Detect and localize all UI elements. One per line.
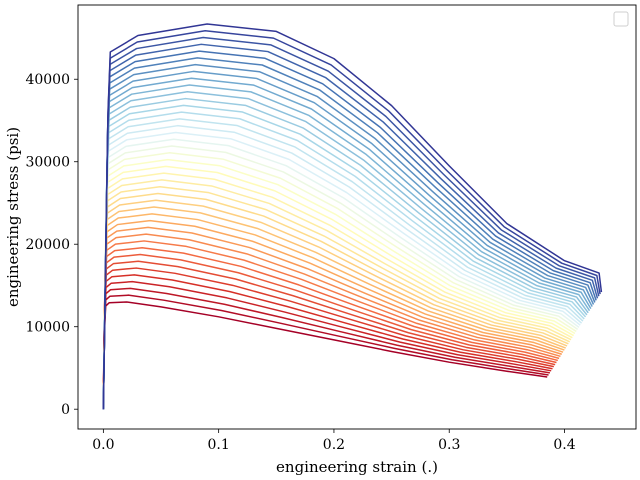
- x-axis-label: engineering strain (.): [276, 458, 438, 476]
- series-line-29: [102, 111, 585, 410]
- x-tick-label: 0.1: [208, 437, 230, 453]
- y-axis-ticks: 0 10000 20000 30000 40000: [25, 72, 78, 418]
- x-tick-label: 0.3: [438, 437, 460, 453]
- y-axis-label: engineering stress (psi): [4, 127, 22, 307]
- series-group: [102, 23, 603, 410]
- y-tick-label: 40000: [25, 72, 70, 88]
- x-tick-label: 0.2: [323, 437, 345, 453]
- y-tick-label: 0: [61, 402, 70, 418]
- y-tick-label: 30000: [25, 155, 70, 171]
- legend-box[interactable]: [613, 11, 629, 27]
- x-tick-label: 0.0: [92, 437, 114, 453]
- series-line-42: [102, 23, 603, 410]
- y-tick-label: 10000: [25, 320, 70, 336]
- plot-frame: [77, 4, 637, 430]
- x-tick-label: 0.4: [553, 437, 575, 453]
- y-tick-label: 20000: [25, 237, 70, 253]
- x-axis-ticks: 0.0 0.1 0.2 0.3 0.4: [92, 429, 576, 453]
